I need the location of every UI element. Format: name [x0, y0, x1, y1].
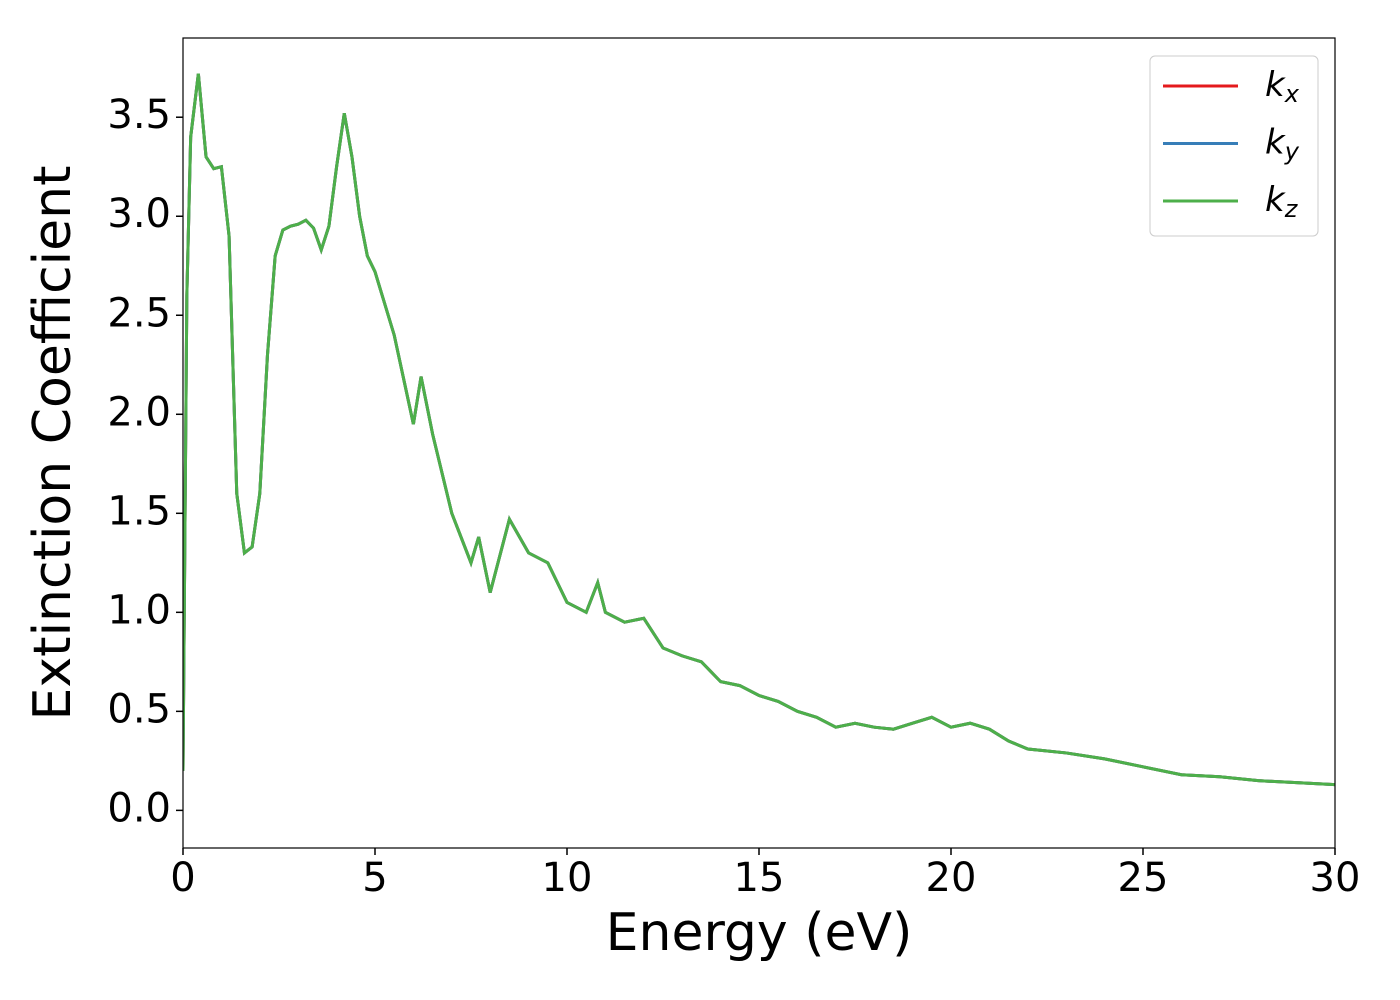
x-tick-label: 30 [1310, 855, 1361, 901]
legend-box [1149, 55, 1319, 237]
legend-label: kx [1265, 65, 1300, 109]
y-tick-label: 2.5 [107, 290, 171, 336]
legend-label: kz [1265, 180, 1299, 224]
series-line [183, 73, 1335, 787]
legend-label: ky [1265, 122, 1300, 166]
y-axis-label: Extinction Coefficient [23, 166, 83, 721]
x-tick-label: 10 [542, 855, 593, 901]
y-tick-label: 3.0 [107, 191, 171, 237]
x-tick-label: 25 [1118, 855, 1169, 901]
y-tick-label: 1.0 [107, 587, 171, 633]
x-tick-label: 5 [362, 855, 387, 901]
y-tick-label: 0.0 [107, 785, 171, 831]
y-tick-label: 2.0 [107, 389, 171, 435]
y-tick-label: 3.5 [107, 92, 171, 138]
x-tick-label: 0 [170, 855, 195, 901]
y-tick-label: 0.5 [107, 686, 171, 732]
y-tick-label: 1.5 [107, 488, 171, 534]
x-tick-label: 15 [734, 855, 785, 901]
x-tick-label: 20 [926, 855, 977, 901]
plot-frame [182, 37, 1336, 849]
x-axis-label: Energy (eV) [606, 903, 913, 963]
